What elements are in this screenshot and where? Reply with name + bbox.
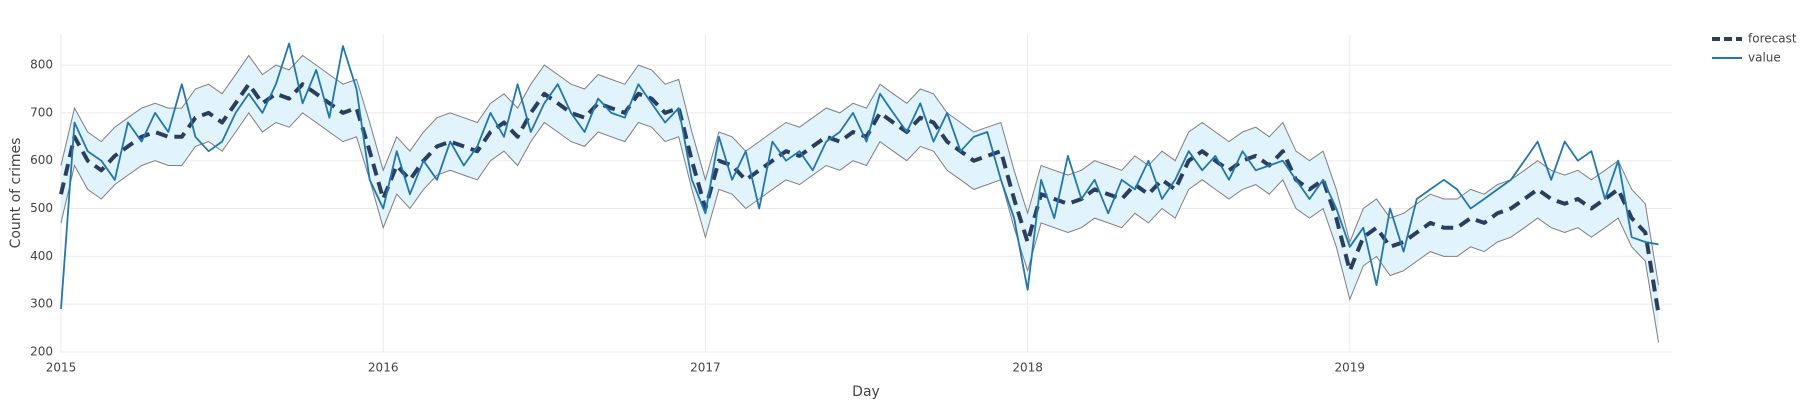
y-tick-label: 500 <box>30 201 53 215</box>
series-line <box>59 82 1661 315</box>
y-tick-label: 200 <box>30 345 53 359</box>
x-tick-label: 2018 <box>1012 361 1043 375</box>
legend-label: forecast <box>1748 32 1797 46</box>
x-tick-label: 2016 <box>368 361 399 375</box>
legend-label: value <box>1748 51 1781 65</box>
y-axis-title: Count of crimes <box>8 138 24 249</box>
y-tick-label: 300 <box>30 297 53 311</box>
x-tick-label: 2019 <box>1335 361 1366 375</box>
confidence-band <box>61 55 1659 343</box>
x-axis-title: Day <box>852 384 880 400</box>
y-tick-label: 400 <box>30 249 53 263</box>
y-tick-label: 800 <box>30 58 53 72</box>
y-tick-label: 700 <box>30 105 53 119</box>
band-lower <box>60 112 1659 343</box>
series-line <box>60 42 1659 310</box>
y-tick-label: 600 <box>30 153 53 167</box>
x-tick-label: 2017 <box>690 361 721 375</box>
x-tick-label: 2015 <box>46 361 77 375</box>
